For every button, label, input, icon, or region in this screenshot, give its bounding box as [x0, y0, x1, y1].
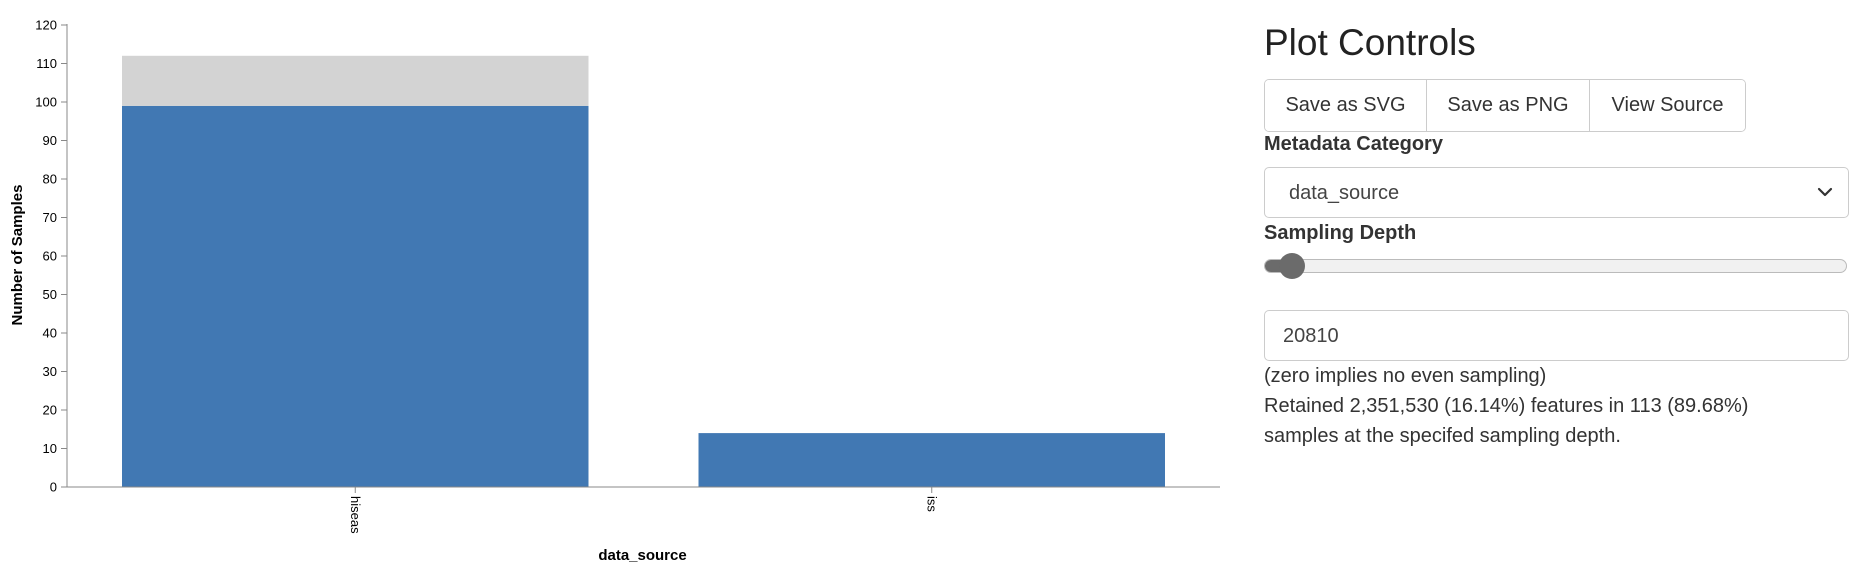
y-tick-label-90: 90 — [43, 133, 57, 148]
y-tick-label-80: 80 — [43, 172, 57, 187]
sampling-depth-value: 20810 — [1283, 325, 1339, 347]
y-tick-label-110: 110 — [36, 56, 57, 71]
export-button-group: Save as SVG Save as PNG View Source — [1264, 79, 1746, 132]
y-tick-label-50: 50 — [43, 287, 57, 302]
view-source-button[interactable]: View Source — [1590, 80, 1745, 131]
sampling-hint: (zero implies no even sampling) — [1264, 365, 1547, 387]
metadata-category-label: Metadata Category — [1264, 133, 1443, 155]
x-tick-label-iss: iss — [924, 496, 939, 512]
y-tick-label-20: 20 — [43, 403, 57, 418]
y-axis-title: Number of Samples — [9, 185, 26, 326]
save-png-button[interactable]: Save as PNG — [1427, 80, 1590, 131]
chevron-down-icon — [1817, 187, 1833, 197]
sampling-depth-label: Sampling Depth — [1264, 222, 1417, 244]
chart-svg: 0 10 20 30 40 50 60 70 80 90 100 110 120 hiseas iss dat… — [9, 18, 1220, 564]
y-tick-label-0: 0 — [50, 480, 57, 495]
y-tick-label-100: 100 — [35, 95, 57, 110]
retained-summary-line2: samples at the specifed sampling depth. — [1264, 425, 1621, 447]
save-svg-button[interactable]: Save as SVG — [1265, 80, 1427, 131]
bar-chart: 0 10 20 30 40 50 60 70 80 90 100 110 120 hiseas iss dat… — [9, 18, 1220, 564]
y-tick-label-40: 40 — [43, 326, 57, 341]
x-tick-label-hiseas: hiseas — [348, 496, 363, 534]
y-tick-label-30: 30 — [43, 364, 57, 379]
retained-summary-line1: Retained 2,351,530 (16.14%) features in … — [1264, 395, 1749, 417]
bar-hiseas-series-1 — [122, 55, 589, 106]
sampling-depth-slider[interactable] — [1264, 259, 1847, 273]
bar-hiseas-series-0 — [122, 105, 589, 487]
controls-title: Plot Controls — [1264, 22, 1476, 63]
y-tick-label-120: 120 — [35, 18, 57, 33]
bar-iss-series-0 — [698, 433, 1165, 487]
metadata-category-value: data_source — [1289, 182, 1400, 204]
sampling-depth-input[interactable]: 20810 — [1264, 310, 1849, 361]
y-tick-label-10: 10 — [43, 441, 57, 456]
metadata-category-select[interactable]: data_source — [1264, 167, 1849, 218]
y-tick-label-70: 70 — [43, 210, 57, 225]
y-tick-label-60: 60 — [43, 249, 57, 264]
x-axis-title: data_source — [598, 547, 686, 564]
slider-thumb[interactable] — [1278, 253, 1305, 279]
